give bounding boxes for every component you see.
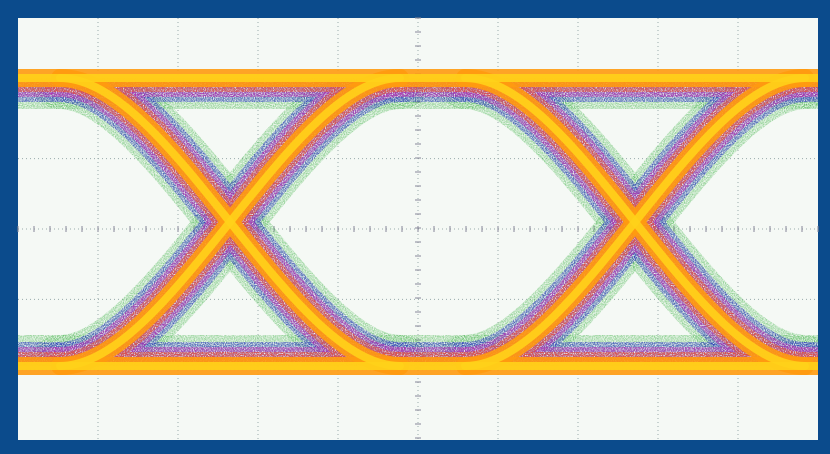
trace-band <box>56 74 404 370</box>
trace-layer <box>18 74 818 370</box>
eye-traces <box>18 47 818 397</box>
trace-band <box>461 74 809 370</box>
